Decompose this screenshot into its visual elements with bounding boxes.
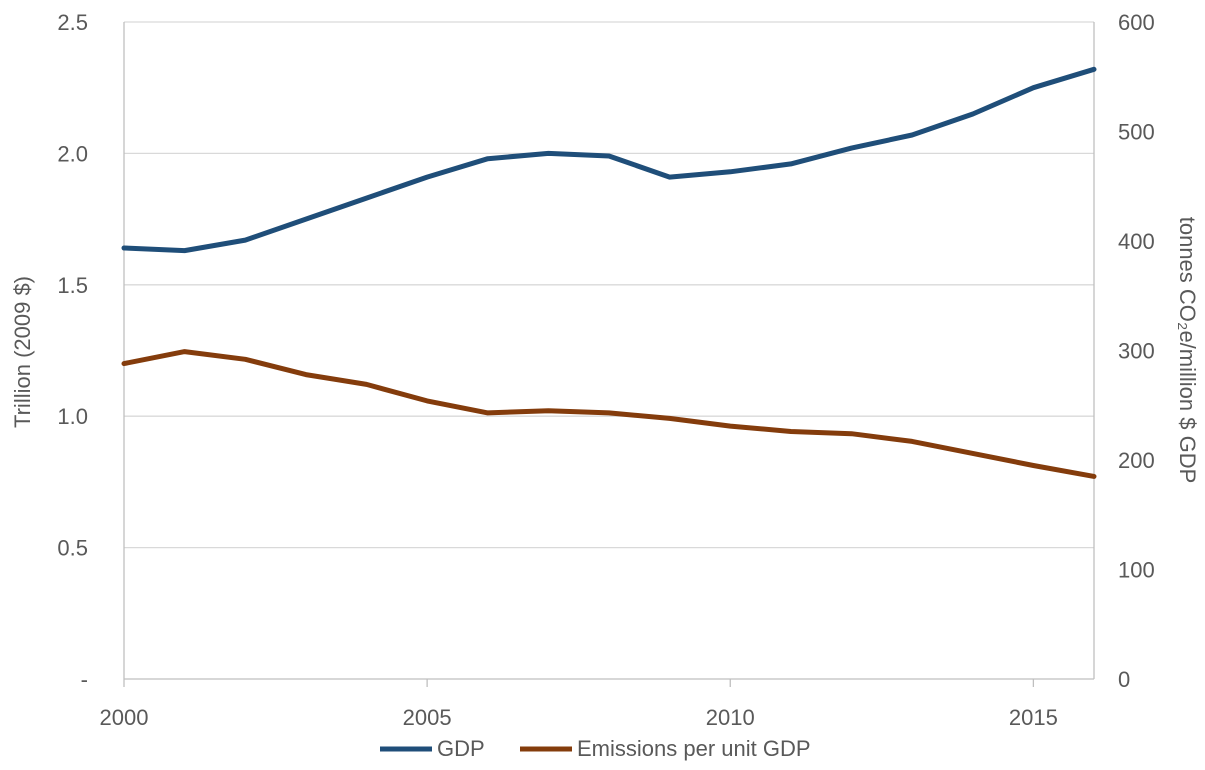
right-y-tick-label: 500	[1118, 120, 1155, 145]
x-tick-label: 2015	[1009, 705, 1058, 730]
left-y-tick-label: 2.5	[57, 10, 88, 35]
left-y-tick-label: 2.0	[57, 141, 88, 166]
x-axis-ticks: 2000 2005 2010 2015	[100, 679, 1058, 730]
right-y-axis-title: tonnes CO₂e/million $ GDP	[1175, 217, 1200, 484]
x-tick-label: 2000	[100, 705, 149, 730]
left-y-axis-ticks: - 0.5 1.0 1.5 2.0 2.5	[57, 10, 88, 692]
legend-label-emissions-per-unit-gdp: Emissions per unit GDP	[577, 736, 811, 761]
right-y-tick-label: 400	[1118, 229, 1155, 254]
left-y-axis-title: Trillion (2009 $)	[10, 276, 35, 428]
left-y-tick-label: 0.5	[57, 536, 88, 561]
legend: GDP Emissions per unit GDP	[380, 736, 811, 761]
gridlines	[124, 21, 1094, 549]
series-line-emissions-per-unit-gdp	[121, 349, 1097, 479]
series-line-gdp	[121, 66, 1097, 254]
left-y-tick-label: -	[81, 667, 88, 692]
right-y-tick-label: 200	[1118, 448, 1155, 473]
right-y-tick-label: 300	[1118, 339, 1155, 364]
x-tick-label: 2010	[706, 705, 755, 730]
right-y-axis-ticks: 0 100 200 300 400 500 600	[1118, 10, 1155, 692]
axes	[123, 22, 1095, 680]
left-y-tick-label: 1.0	[57, 404, 88, 429]
legend-label-gdp: GDP	[437, 736, 485, 761]
right-y-tick-label: 600	[1118, 10, 1155, 35]
right-y-tick-label: 100	[1118, 558, 1155, 583]
x-tick-label: 2005	[403, 705, 452, 730]
series-lines	[121, 66, 1097, 479]
right-y-tick-label: 0	[1118, 667, 1130, 692]
left-y-tick-label: 1.5	[57, 273, 88, 298]
